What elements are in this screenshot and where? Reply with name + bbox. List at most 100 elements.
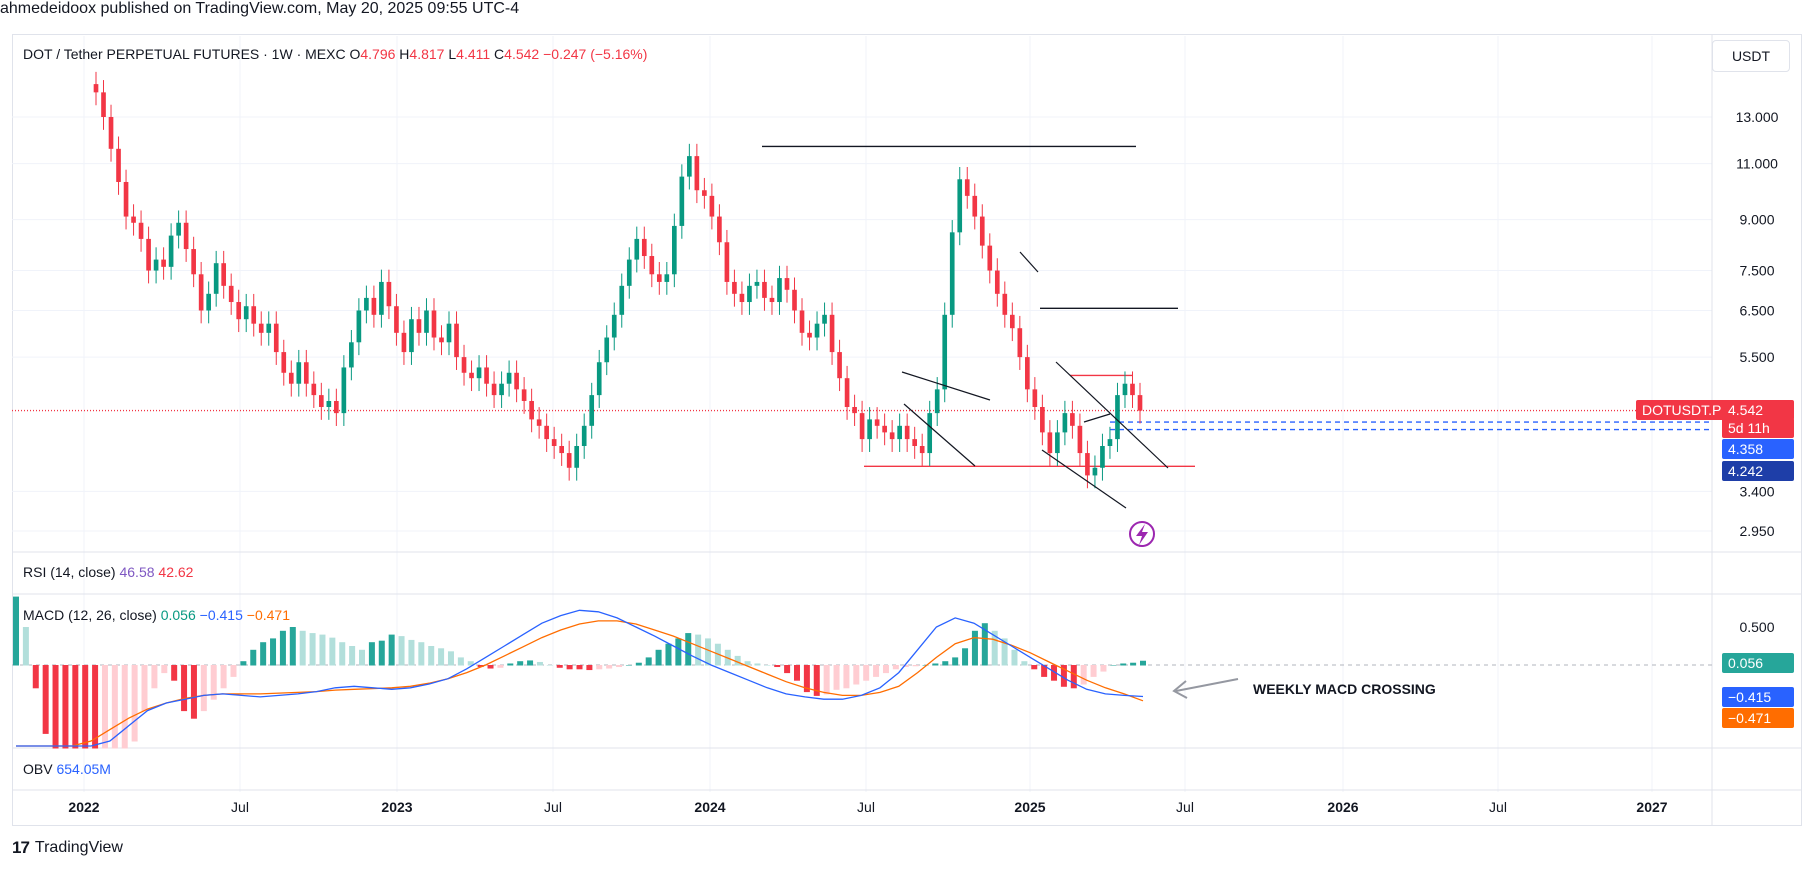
candle-body (161, 259, 166, 267)
candle-body (206, 293, 211, 311)
candle-body (213, 263, 219, 294)
candle-body (656, 274, 662, 282)
candle-body (1062, 413, 1068, 433)
macd-hist-bar (774, 665, 781, 668)
candle-body (942, 314, 948, 390)
macd-hist-bar (299, 630, 306, 666)
chart-frame (12, 34, 1802, 826)
macd-hist-bar (1041, 665, 1048, 677)
footer-logo[interactable]: 17 TradingView (12, 838, 123, 858)
candle-body (416, 319, 422, 333)
macd-hist-bar (764, 665, 771, 666)
price-tick-label: 11.000 (1736, 156, 1778, 172)
time-tick-label: 2024 (694, 799, 725, 815)
rsi-value: 46.58 (119, 564, 155, 580)
candle-body (829, 314, 835, 353)
candle-body (461, 357, 467, 373)
macd-hist-bar (13, 596, 19, 666)
trendline (1083, 413, 1111, 423)
candle-body (784, 278, 790, 290)
candle-body (1077, 425, 1083, 454)
macd-hist-bar (596, 665, 603, 670)
macd-hist-bar (62, 665, 69, 749)
macd-hist-bar (556, 665, 563, 668)
macd-hist-bar (32, 665, 39, 689)
macd-hist-bar (260, 642, 267, 666)
macd-hist-bar (101, 665, 108, 749)
trendline (1055, 361, 1169, 469)
macd-hist-bar (447, 651, 454, 666)
price-tick-label: 9.000 (1739, 212, 1774, 228)
macd-hist-bar (566, 665, 573, 670)
trendline (901, 371, 991, 401)
macd-hist-bar (270, 638, 277, 666)
lightning-icon[interactable] (1129, 521, 1155, 547)
candle-body (409, 319, 414, 353)
rsi-legend[interactable]: RSI (14, close) 46.58 42.62 (23, 564, 193, 580)
candle-body (1130, 383, 1135, 396)
candle-body (228, 285, 234, 303)
candle-body (491, 383, 497, 396)
candle-body (424, 310, 429, 333)
macd-hist-bar (368, 642, 375, 666)
macd-hist-bar (72, 665, 79, 749)
macd-legend[interactable]: MACD (12, 26, close) 0.056 −0.415 −0.471 (23, 607, 290, 623)
macd-hist-bar (576, 665, 583, 670)
macd-hist-bar (1100, 665, 1107, 672)
candle-body (379, 281, 384, 315)
candle-body (326, 400, 332, 407)
macd-hist-bar (438, 648, 445, 666)
candle-body (1002, 293, 1008, 315)
macd-hist-bar (863, 665, 870, 681)
macd-hist-bar (902, 665, 909, 668)
candle-body (514, 372, 519, 390)
macd-hist-bar (1080, 665, 1087, 685)
macd-hist-bar (635, 662, 642, 666)
candle-body (198, 274, 204, 311)
rsi-ma-value: 42.62 (158, 564, 194, 580)
macd-hist-bar (625, 665, 632, 666)
macd-hist-bar (803, 665, 810, 693)
macd-hist-bar (882, 665, 889, 674)
time-tick-label: 2025 (1014, 799, 1045, 815)
candle-body (394, 306, 399, 333)
candle-body (679, 176, 685, 226)
close-label: C (494, 46, 505, 62)
candle-body (972, 195, 978, 217)
obv-legend[interactable]: OBV 654.05M (23, 761, 111, 777)
candle-body (116, 148, 121, 182)
macd-hist-bar (111, 665, 118, 749)
price-tick-label: 13.000 (1736, 109, 1779, 125)
time-tick-label: 2026 (1327, 799, 1358, 815)
publisher-line: ahmedeidoox published on TradingView.com… (0, 0, 520, 17)
candle-body (649, 256, 655, 275)
macd-hist-bar (52, 665, 59, 749)
candle-body (874, 419, 880, 426)
candle-body (536, 419, 542, 426)
footer-brand: TradingView (34, 839, 123, 856)
candle-body (912, 439, 918, 447)
candle-body (258, 323, 264, 333)
macd-hist-bar (240, 661, 247, 666)
symbol-legend[interactable]: DOT / Tether PERPETUAL FUTURES · 1W · ME… (23, 46, 647, 62)
macd-hist-bar (823, 665, 830, 695)
macd-hist-bar (536, 661, 543, 666)
macd-hist-bar (922, 665, 929, 666)
macd-hist-bar (190, 665, 197, 719)
candle-body (236, 302, 242, 320)
candle-body (762, 281, 767, 298)
countdown-tag: 5d 11h (1722, 418, 1794, 438)
candle-body (559, 446, 564, 454)
macd-hist-bar (388, 634, 395, 666)
price-axis-ticks: 13.000 11.000 9.000 7.500 6.500 5.500 3.400 2.9… (1736, 109, 1779, 635)
macd-hist-bar (1130, 662, 1137, 666)
candles (93, 71, 1143, 489)
macd-hist-bar (1001, 638, 1008, 666)
candle-body (334, 400, 339, 414)
candle-body (979, 216, 985, 246)
candle-body (1017, 328, 1023, 358)
time-tick-label: 2027 (1636, 799, 1667, 815)
currency-button[interactable]: USDT (1712, 40, 1790, 72)
candle-body (1040, 406, 1045, 433)
